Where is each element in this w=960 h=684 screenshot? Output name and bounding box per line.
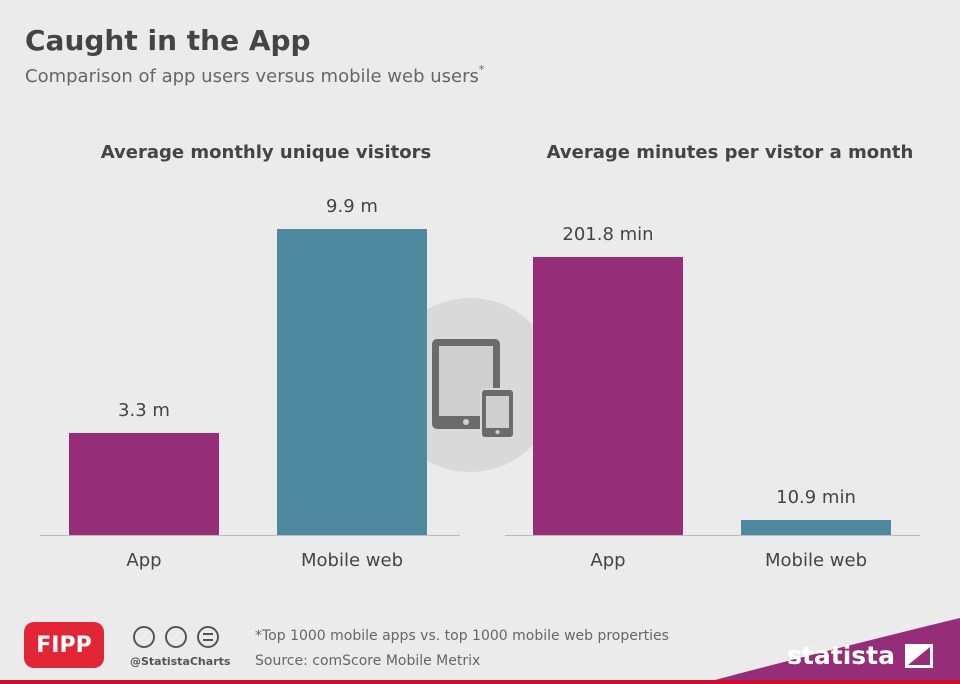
fipp-logo-text: FIPP bbox=[36, 633, 91, 658]
handle: @StatistaCharts bbox=[130, 655, 231, 668]
fipp-logo bbox=[24, 622, 104, 668]
category-label: Mobile web bbox=[765, 550, 867, 571]
value-label: 9.9 m bbox=[326, 196, 378, 217]
value-label: 10.9 min bbox=[776, 487, 856, 508]
bar bbox=[277, 229, 427, 535]
value-label: 201.8 min bbox=[562, 224, 653, 245]
category-label: App bbox=[126, 550, 161, 571]
brand-text: statista bbox=[787, 641, 895, 670]
brand-swoosh bbox=[700, 618, 960, 684]
footer: FIPP @StatistaCharts *Top 1000 mobile ap… bbox=[0, 618, 960, 684]
chart-title: Average monthly unique visitors bbox=[101, 142, 431, 163]
chart-title: Average minutes per vistor a month bbox=[547, 142, 914, 163]
value-label: 3.3 m bbox=[118, 400, 170, 421]
cc-icon bbox=[133, 626, 155, 648]
bar bbox=[533, 257, 683, 535]
category-label: Mobile web bbox=[301, 550, 403, 571]
tablet-button bbox=[463, 419, 469, 425]
category-label: App bbox=[590, 550, 625, 571]
source: Source: comScore Mobile Metrix bbox=[255, 653, 480, 669]
brand-icon-mark bbox=[908, 647, 930, 665]
nd-icon bbox=[197, 626, 219, 648]
phone-screen bbox=[486, 396, 509, 428]
footnote: *Top 1000 mobile apps vs. top 1000 mobil… bbox=[255, 628, 669, 644]
by-icon bbox=[165, 626, 187, 648]
subtitle: Comparison of app users versus mobile we… bbox=[25, 63, 485, 87]
subtitle-text: Comparison of app users versus mobile we… bbox=[25, 66, 479, 87]
subtitle-mark: * bbox=[479, 63, 485, 76]
phone-button bbox=[495, 430, 500, 434]
bottom-stripe bbox=[0, 680, 960, 684]
bar bbox=[69, 433, 219, 535]
title: Caught in the App bbox=[25, 24, 311, 57]
bar bbox=[741, 519, 891, 535]
